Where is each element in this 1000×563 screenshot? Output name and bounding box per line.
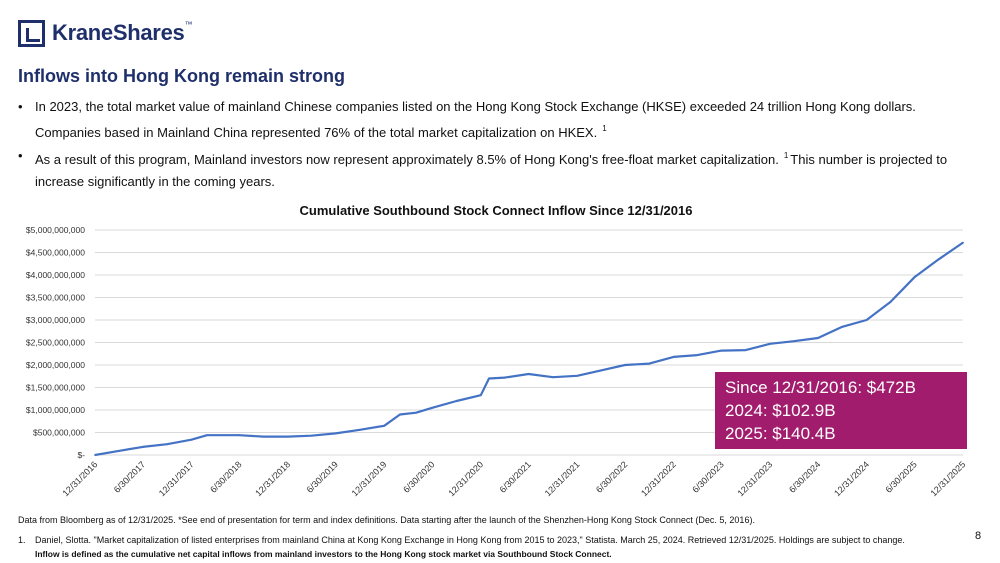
data-point [769,342,771,345]
data-point [913,276,916,279]
data-point [358,428,361,431]
data-point [383,424,386,427]
x-tick-label: 6/30/2022 [594,459,629,494]
bullet-list: In 2023, the total market value of mainl… [18,96,958,194]
data-point [206,434,208,437]
y-tick-label: $- [77,450,85,460]
data-point [286,435,289,438]
x-tick-label: 6/30/2023 [690,459,725,494]
x-tick-label: 6/30/2021 [498,459,533,494]
data-point [720,349,723,352]
x-tick-label: 12/31/2024 [832,459,871,498]
data-point [479,394,482,397]
y-tick-label: $4,000,000,000 [26,270,85,280]
y-tick-label: $3,000,000,000 [26,315,85,325]
data-point [817,337,819,339]
callout-line-2024: 2024: $102.9B [725,401,836,420]
x-tick-label: 12/31/2020 [446,459,485,498]
chart-title: Cumulative Southbound Stock Connect Infl… [300,203,693,218]
footnote-ref: 1 [602,124,607,133]
logo-mark-icon [18,19,45,47]
data-point [503,376,506,379]
x-tick-label: 12/31/2021 [543,459,582,498]
x-tick-label: 12/31/2022 [639,459,678,498]
x-tick-label: 12/31/2018 [253,459,292,498]
data-point [262,435,265,438]
inflow-callout-box: Since 12/31/2016: $472B 2024: $102.9B 20… [715,372,967,449]
data-point [696,354,699,356]
data-point [488,377,490,380]
x-tick-label: 6/30/2018 [208,459,243,494]
brand-name: KraneShares™ [52,20,193,45]
data-point [94,454,96,456]
page-number: 8 [975,530,982,542]
data-point [744,349,747,352]
x-tick-label: 6/30/2019 [305,459,340,494]
kraneshares-logo: KraneShares™ [18,16,192,50]
data-point [141,446,144,448]
x-tick-label: 12/31/2025 [928,459,967,498]
y-tick-label: $1,000,000,000 [26,405,85,415]
data-point [889,301,892,303]
y-tick-label: $3,500,000,000 [26,293,85,303]
x-tick-label: 12/31/2019 [350,459,389,498]
data-point [962,241,964,244]
footnote-ref: 1 [783,151,789,160]
page-title: Inflows into Hong Kong remain strong [18,66,345,86]
data-point [334,432,337,435]
data-point [527,373,530,375]
data-point [117,450,120,452]
data-point [166,443,168,446]
y-tick-label: $2,500,000,000 [26,338,85,348]
data-point [399,413,401,416]
inflow-definition: Inflow is defined as the cumulative net … [35,549,612,559]
series-layer [94,241,964,457]
data-point [431,406,434,409]
x-tick-label: 12/31/2016 [60,459,99,498]
bullet-text-continued: This number is projected to increase sig… [35,152,948,189]
x-axis: 12/31/2016 6/30/2017 12/31/2017 6/30/2018 12… [60,459,967,498]
data-point [937,258,940,261]
y-tick-label: $2,000,000,000 [26,360,85,370]
data-point [551,376,554,379]
y-tick-label: $500,000,000 [33,428,85,438]
data-point [455,400,458,402]
data-point [190,438,193,441]
x-tick-label: 6/30/2024 [787,459,822,494]
bullet-item: As a result of this program, Mainland in… [18,145,958,193]
callout-line-total: Since 12/31/2016: $472B [725,378,916,397]
y-tick-label: $4,500,000,000 [26,248,85,258]
data-point [310,434,313,437]
reference-1: 1. Daniel, Slotta. "Market capitalization… [18,535,905,545]
data-point [624,364,626,366]
x-tick-label: 6/30/2025 [883,459,918,494]
y-tick-label: $5,000,000,000 [26,225,85,235]
data-point [415,411,418,414]
data-point [672,356,675,358]
y-tick-label: $1,500,000,000 [26,383,85,393]
data-point [865,319,868,321]
x-tick-label: 12/31/2017 [157,459,196,498]
data-source-note: Data from Bloomberg as of 12/31/2025. *S… [18,515,755,525]
data-point [841,325,844,328]
data-point [600,369,602,372]
data-point [793,340,795,343]
callout-line-2025: 2025: $140.4B [725,424,836,443]
data-point [648,362,651,365]
x-tick-label: 6/30/2017 [112,459,147,494]
data-point [238,434,241,437]
data-point [576,374,579,377]
bullet-item: In 2023, the total market value of mainl… [18,96,958,144]
inflow-line-chart: Cumulative Southbound Stock Connect Infl… [26,203,968,498]
x-tick-label: 6/30/2020 [401,459,436,494]
y-axis: $5,000,000,000 $4,500,000,000 $4,000,000,0… [26,225,85,460]
bullet-text: As a result of this program, Mainland in… [35,152,779,167]
x-tick-label: 12/31/2023 [735,459,774,498]
bullet-text: In 2023, the total market value of mainl… [35,99,916,140]
